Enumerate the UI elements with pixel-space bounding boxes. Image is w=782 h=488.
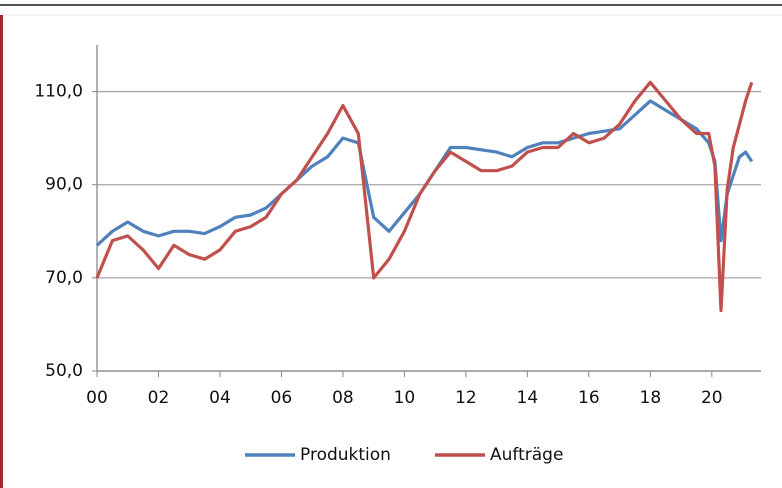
series-line	[95, 99, 754, 247]
x-tick-label: 10	[394, 388, 416, 408]
y-tick-label: 50,0	[45, 361, 83, 381]
x-tick-label: 02	[148, 388, 170, 408]
y-tick-label: 70,0	[45, 268, 83, 288]
series-line	[95, 80, 754, 313]
y-tick-label: 110,0	[34, 82, 83, 102]
x-tick-label: 14	[517, 388, 539, 408]
x-tick-label: 16	[578, 388, 600, 408]
x-tick-label: 00	[86, 388, 108, 408]
x-tick-label: 04	[209, 388, 231, 408]
x-tick-label: 06	[271, 388, 293, 408]
left-bar	[0, 15, 3, 488]
legend-label: Aufträge	[490, 445, 563, 465]
x-tick-label: 18	[640, 388, 662, 408]
y-tick-label: 90,0	[45, 175, 83, 195]
x-tick-label: 08	[332, 388, 354, 408]
x-tick-label: 12	[455, 388, 477, 408]
x-tick-label: 20	[701, 388, 723, 408]
legend-label: Produktion	[300, 445, 391, 465]
